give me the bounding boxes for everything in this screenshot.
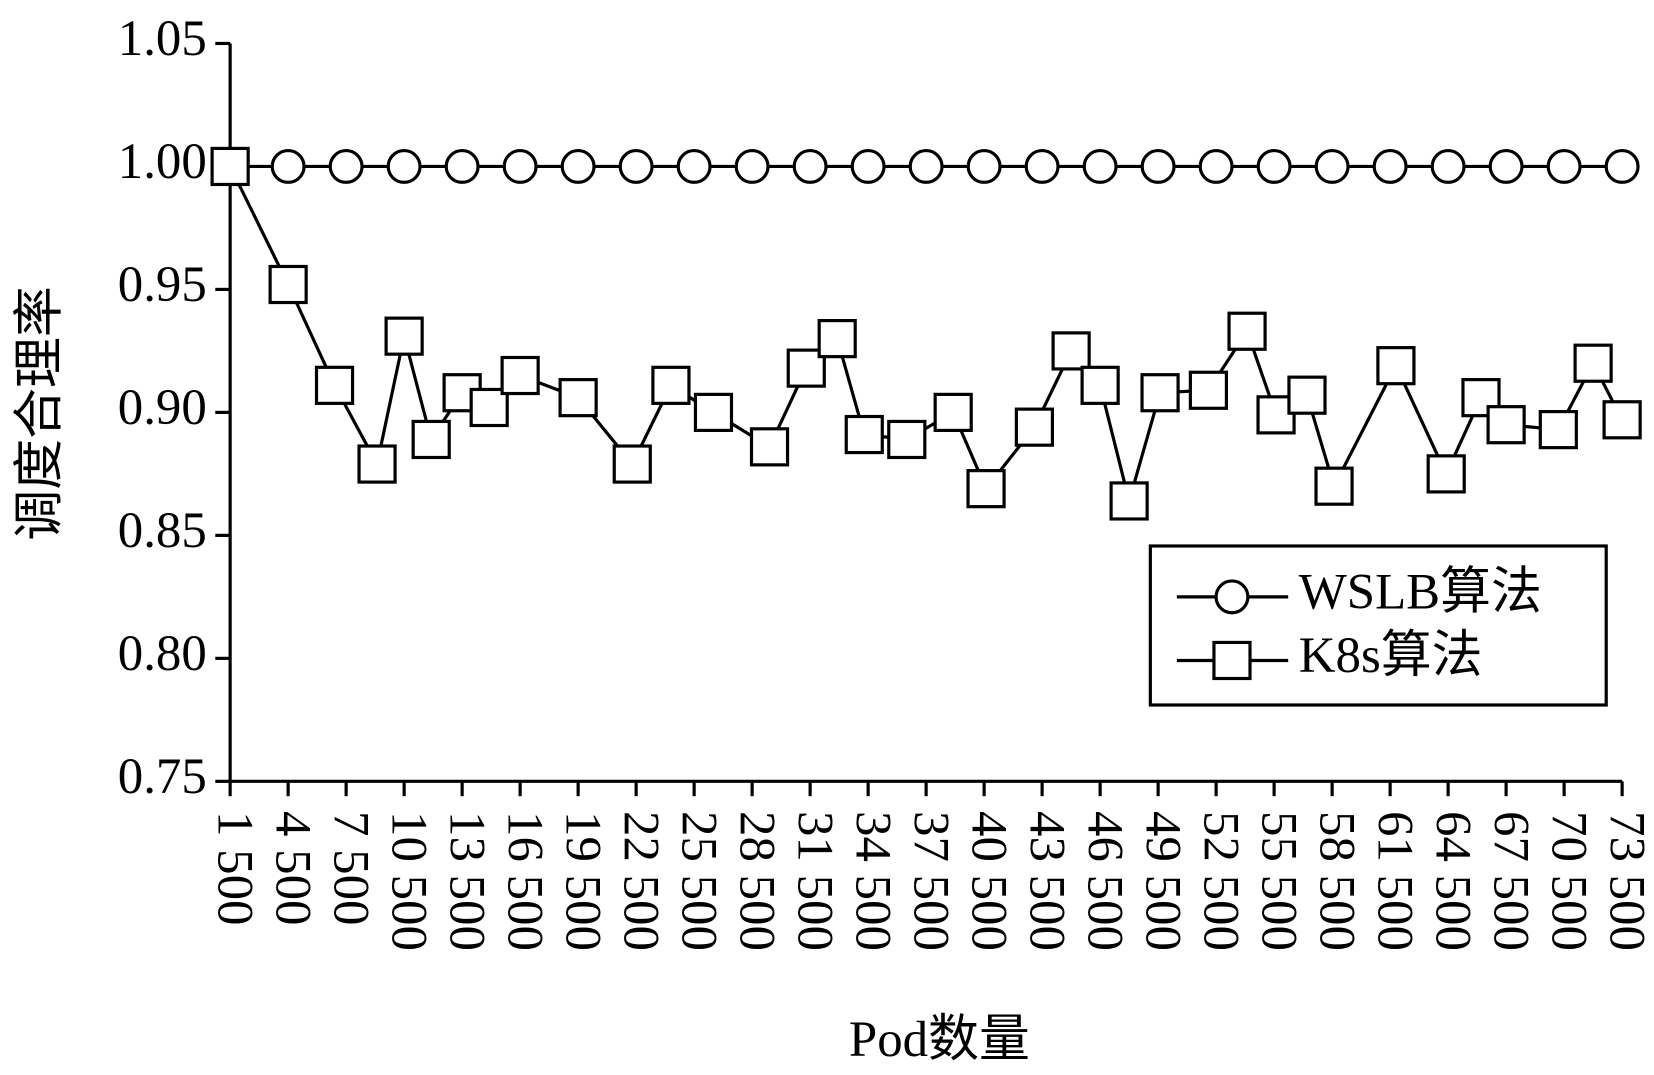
x-tick-label: 55 500 (1250, 811, 1306, 951)
y-tick-label: 0.95 (118, 257, 207, 313)
data-point (411, 419, 451, 460)
x-tick-label: 1 500 (206, 811, 262, 925)
legend-marker (1212, 640, 1252, 681)
data-point (502, 148, 538, 184)
data-point (966, 469, 1006, 509)
data-point (676, 148, 712, 184)
data-point (734, 148, 770, 184)
data-point (693, 392, 734, 433)
data-point (1051, 331, 1091, 371)
data-point (1426, 454, 1466, 494)
x-tick-label: 49 500 (1134, 811, 1190, 951)
data-point (1080, 365, 1120, 405)
data-point (444, 148, 480, 184)
data-point (1376, 346, 1416, 386)
y-tick-label: 0.90 (118, 380, 207, 436)
data-point (1488, 148, 1524, 184)
data-point (268, 264, 308, 305)
data-point (612, 444, 652, 484)
y-axis-label: 调度合理率 (12, 286, 68, 540)
data-point (792, 148, 828, 184)
data-point (749, 427, 790, 467)
x-tick-label: 61 500 (1366, 811, 1422, 951)
data-point (1573, 343, 1613, 383)
y-tick-label: 0.75 (118, 749, 207, 805)
data-point (1024, 148, 1060, 184)
x-tick-label: 34 500 (844, 811, 900, 951)
data-point (469, 387, 509, 428)
data-point (357, 444, 397, 484)
data-point (1538, 410, 1578, 450)
x-tick-label: 31 500 (786, 811, 842, 951)
data-point (1430, 148, 1466, 184)
legend-marker (1214, 579, 1250, 615)
x-tick-label: 28 500 (728, 811, 784, 951)
data-point (1287, 375, 1327, 415)
data-point (817, 319, 857, 359)
data-point (1372, 148, 1408, 184)
data-point (908, 148, 944, 184)
data-point (1109, 481, 1149, 521)
data-point (1188, 370, 1229, 410)
data-point (1227, 311, 1267, 351)
data-point (1256, 148, 1292, 184)
y-tick-label: 1.00 (118, 134, 207, 190)
x-tick-label: 10 500 (380, 811, 436, 951)
x-tick-label: 16 500 (496, 811, 552, 951)
data-point (558, 378, 598, 418)
y-tick-label: 1.05 (118, 11, 207, 67)
x-tick-label: 40 500 (960, 811, 1016, 951)
legend-label: K8s算法 (1299, 628, 1483, 684)
data-point (850, 148, 886, 184)
data-point (1014, 407, 1055, 447)
x-tick-label: 13 500 (438, 811, 494, 951)
data-point (314, 365, 355, 405)
data-point (1602, 400, 1642, 440)
data-point (1140, 373, 1180, 413)
data-point (386, 148, 422, 184)
data-point (1314, 148, 1350, 184)
x-tick-label: 52 500 (1192, 811, 1248, 951)
data-point (844, 414, 884, 455)
data-point (887, 419, 927, 460)
x-tick-label: 7 500 (322, 811, 378, 925)
x-tick-label: 64 500 (1424, 811, 1480, 951)
data-point (1140, 148, 1176, 184)
x-tick-label: 67 500 (1482, 811, 1538, 951)
data-point (328, 148, 364, 184)
x-tick-label: 46 500 (1076, 811, 1132, 951)
data-point (1082, 148, 1118, 184)
x-tick-label: 19 500 (554, 811, 610, 951)
data-point (933, 392, 973, 433)
x-tick-label: 4 500 (264, 811, 320, 925)
x-tick-label: 70 500 (1540, 811, 1596, 951)
x-tick-label: 73 500 (1598, 811, 1654, 951)
x-tick-label: 37 500 (902, 811, 958, 951)
data-point (210, 146, 250, 187)
x-axis-label: Pod数量 (849, 1012, 1030, 1068)
data-point (270, 148, 306, 184)
y-tick-label: 0.80 (118, 626, 207, 682)
data-point (1314, 466, 1354, 506)
data-point (966, 148, 1002, 184)
legend-label: WSLB算法 (1299, 565, 1542, 621)
x-tick-label: 25 500 (670, 811, 726, 951)
data-point (560, 148, 596, 184)
x-tick-label: 58 500 (1308, 811, 1364, 951)
data-point (1604, 148, 1640, 184)
x-tick-label: 22 500 (612, 811, 668, 951)
data-point (1486, 405, 1526, 445)
x-tick-label: 43 500 (1018, 811, 1074, 951)
y-tick-label: 0.85 (118, 503, 207, 559)
data-point (651, 365, 691, 405)
data-point (1198, 148, 1234, 184)
data-point (1546, 148, 1582, 184)
data-point (500, 355, 540, 396)
data-point (618, 148, 654, 184)
data-point (384, 316, 424, 356)
